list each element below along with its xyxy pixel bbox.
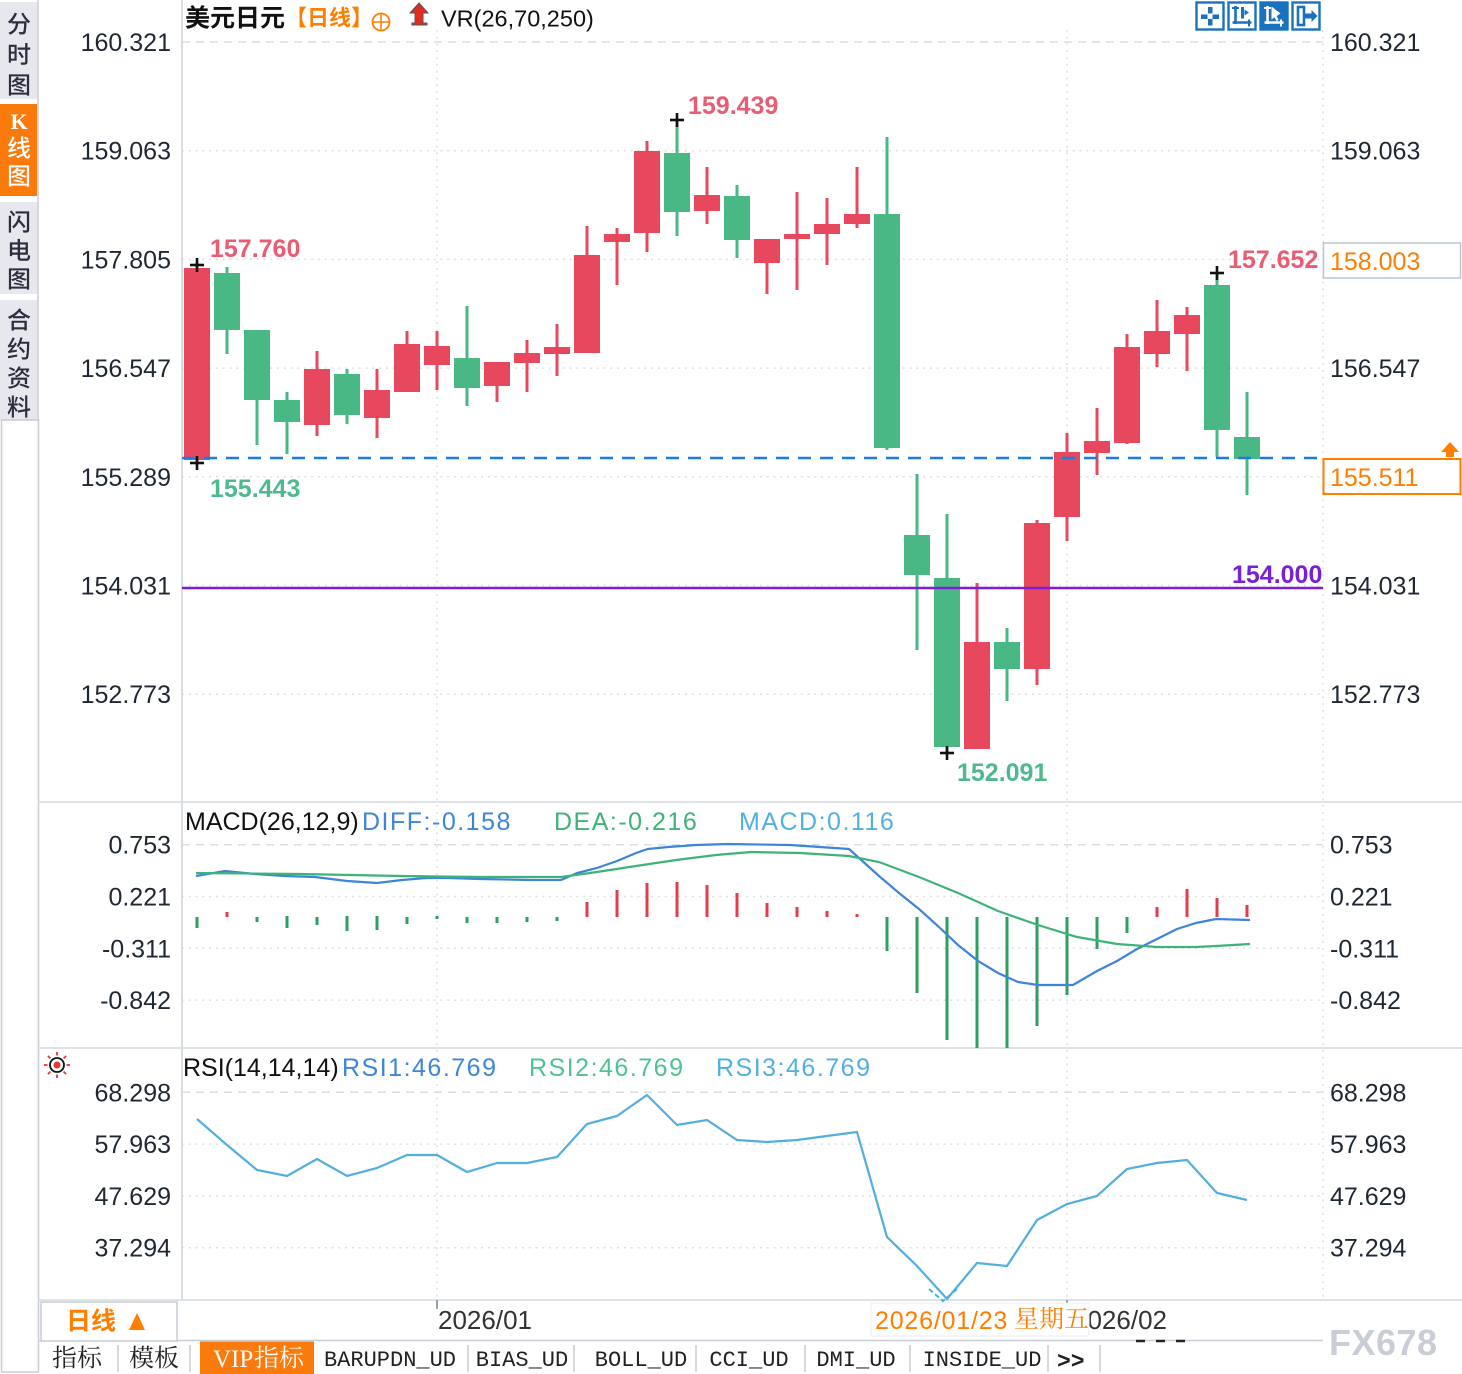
svg-text:MACD(26,12,9): MACD(26,12,9) [185,808,359,836]
svg-text:>>: >> [1057,1349,1085,1374]
svg-text:-0.842: -0.842 [100,987,171,1015]
svg-text:156.547: 156.547 [1330,355,1420,383]
svg-text:157.805: 157.805 [81,246,171,274]
svg-text:2026/01: 2026/01 [438,1305,532,1335]
svg-text:-0.311: -0.311 [1330,935,1399,963]
svg-text:160.321: 160.321 [1330,29,1420,57]
svg-text:157.760: 157.760 [210,235,300,263]
svg-text:57.963: 57.963 [1330,1131,1406,1159]
svg-text:DIFF:-0.158: DIFF:-0.158 [362,808,512,836]
svg-text:156.547: 156.547 [81,355,171,383]
svg-text:47.629: 47.629 [1330,1183,1406,1211]
svg-text:CCI_UD: CCI_UD [709,1348,788,1373]
svg-text:BARUPDN_UD: BARUPDN_UD [324,1348,456,1373]
svg-text:155.289: 155.289 [81,464,171,492]
svg-text:159.063: 159.063 [81,138,171,166]
svg-text:VR(26,70,250): VR(26,70,250) [441,6,594,32]
svg-text:155.443: 155.443 [210,475,300,503]
svg-text:DMI_UD: DMI_UD [816,1348,895,1373]
svg-text:0.753: 0.753 [1330,832,1393,860]
svg-text:K: K [10,109,27,134]
svg-text:158.003: 158.003 [1330,248,1420,276]
svg-text:37.294: 37.294 [95,1235,172,1263]
svg-text:RSI3:46.769: RSI3:46.769 [716,1054,872,1082]
svg-text:0.221: 0.221 [108,884,171,912]
svg-text:2026/01/23: 2026/01/23 [875,1307,1008,1335]
svg-text:0.221: 0.221 [1330,884,1393,912]
svg-text:157.652: 157.652 [1228,246,1318,274]
svg-text:BOLL_UD: BOLL_UD [595,1348,687,1373]
svg-text:RSI(14,14,14): RSI(14,14,14) [183,1054,339,1082]
svg-text:160.321: 160.321 [81,29,171,57]
svg-text:47.629: 47.629 [95,1183,171,1211]
svg-text:-0.842: -0.842 [1330,987,1401,1015]
svg-text:68.298: 68.298 [95,1079,171,1107]
svg-text:152.773: 152.773 [1330,681,1420,709]
svg-text:37.294: 37.294 [1330,1235,1407,1263]
svg-text:RSI2:46.769: RSI2:46.769 [529,1054,685,1082]
svg-text:68.298: 68.298 [1330,1079,1406,1107]
svg-text:INSIDE_UD: INSIDE_UD [923,1348,1042,1373]
svg-text:152.773: 152.773 [81,681,171,709]
svg-text:FX678: FX678 [1329,1322,1438,1363]
svg-text:DEA:-0.216: DEA:-0.216 [554,808,698,836]
svg-text:159.439: 159.439 [688,92,778,120]
svg-text:VIP: VIP [213,1346,253,1373]
svg-text:-0.311: -0.311 [102,935,171,963]
svg-text:154.031: 154.031 [81,573,171,601]
svg-text:BIAS_UD: BIAS_UD [476,1348,568,1373]
svg-text:155.511: 155.511 [1330,464,1419,492]
svg-text:57.963: 57.963 [95,1131,171,1159]
svg-text:159.063: 159.063 [1330,138,1420,166]
svg-text:152.091: 152.091 [957,759,1047,787]
svg-text:154.000: 154.000 [1232,561,1322,589]
svg-text:RSI1:46.769: RSI1:46.769 [342,1054,498,1082]
svg-text:0.753: 0.753 [108,832,171,860]
svg-text:MACD:0.116: MACD:0.116 [739,808,895,836]
svg-text:154.031: 154.031 [1330,573,1420,601]
